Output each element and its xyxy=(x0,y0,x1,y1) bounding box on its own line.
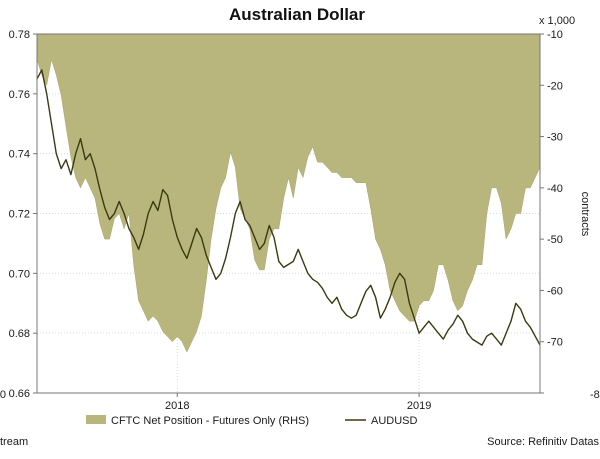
right-axis-multiplier: x 1,000 xyxy=(539,15,575,27)
x-tick-label: 2018 xyxy=(165,400,189,412)
right-axis: -10 -20 -30 -40 -50 -60 -70 xyxy=(540,29,563,394)
x-tick-label: 2019 xyxy=(407,400,431,412)
source-note: Source: Refinitiv Datas xyxy=(487,436,599,448)
left-tick-label: 0.74 xyxy=(9,149,30,161)
right-tick-label: -70 xyxy=(547,337,563,349)
audusd-line xyxy=(36,69,541,346)
right-axis-label: contracts xyxy=(579,192,591,237)
chart-title: Australian Dollar xyxy=(229,5,365,24)
right-tick-label: -20 xyxy=(547,80,563,92)
left-edge-label: 0 xyxy=(0,389,6,401)
left-axis: 0.78 0.76 0.74 0.72 0.70 0.68 0.66 xyxy=(9,29,37,400)
cftc-area xyxy=(36,33,541,353)
legend-swatch-cftc xyxy=(86,415,106,424)
left-tick-label: 0.76 xyxy=(9,89,30,101)
left-tick-label: 0.68 xyxy=(9,328,30,340)
right-tick-label: -30 xyxy=(547,132,563,144)
right-tick-label: -50 xyxy=(547,234,563,246)
footer-left: tream xyxy=(0,436,28,448)
right-tick-label: -10 xyxy=(547,29,563,41)
legend-label-cftc: CFTC Net Position - Futures Only (RHS) xyxy=(111,415,309,427)
right-tick-label: -40 xyxy=(547,183,563,195)
cftc-area-series xyxy=(36,33,541,353)
left-tick-label: 0.78 xyxy=(9,29,30,41)
right-edge-label: -80 xyxy=(590,389,600,401)
left-tick-label: 0.70 xyxy=(9,268,30,280)
left-tick-label: 0.72 xyxy=(9,209,30,221)
left-tick-label: 0.66 xyxy=(9,388,30,400)
legend: CFTC Net Position - Futures Only (RHS) A… xyxy=(86,415,418,427)
right-tick-label: -60 xyxy=(547,285,563,297)
legend-label-audusd: AUDUSD xyxy=(371,415,418,427)
audusd-line-series xyxy=(36,69,541,346)
x-axis: 2018 2019 xyxy=(165,393,431,412)
